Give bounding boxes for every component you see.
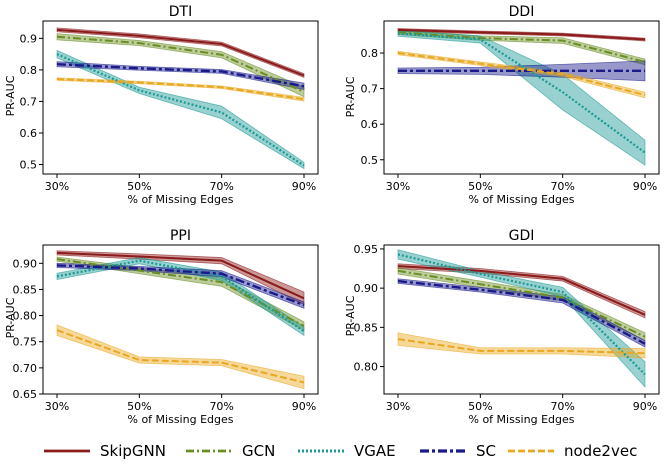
panel-title-gdi: GDI bbox=[509, 228, 535, 244]
band-sc-gdi bbox=[397, 278, 646, 348]
plot-frame-ddi bbox=[383, 20, 660, 175]
y-tick-label-ppi: 0.80 bbox=[13, 310, 38, 323]
series-line-skipgnn-dti bbox=[56, 28, 305, 77]
y-tick-label-gdi: 0.80 bbox=[354, 361, 379, 374]
y-axis-label-dti: PR-AUC bbox=[4, 75, 17, 116]
x-tick-label-ppi: 50% bbox=[127, 400, 151, 413]
band-vgae-ppi bbox=[56, 257, 305, 337]
panel-title-dti: DTI bbox=[169, 4, 192, 20]
x-tick-label-ddi: 70% bbox=[550, 180, 574, 193]
y-axis-label-ddi: PR-AUC bbox=[344, 76, 357, 117]
y-axis-label-gdi: PR-AUC bbox=[344, 295, 357, 336]
y-tick-label-ddi: 0.8 bbox=[361, 47, 379, 60]
series-line-vgae-ddi bbox=[397, 32, 646, 154]
panel-title-ddi: DDI bbox=[509, 4, 535, 20]
x-tick-label-gdi: 50% bbox=[468, 400, 492, 413]
y-tick-label-ppi: 0.75 bbox=[13, 336, 38, 349]
chart-panel-ppi: 0.65 0.70 0.75 0.80 0.85 0.90 30% 50% 70% 90% bbox=[13, 244, 319, 413]
band-vgae-ddi bbox=[397, 30, 646, 166]
x-tick-label-ddi: 90% bbox=[633, 180, 657, 193]
band-sc-dti bbox=[56, 61, 305, 90]
panel-title-ppi: PPI bbox=[170, 228, 191, 244]
y-tick-label-dti: 0.7 bbox=[20, 95, 38, 108]
chart-panel-ddi: 0.5 0.6 0.7 0.8 30% 50% 70% 90% bbox=[361, 20, 660, 193]
series-line-node2vec-ddi bbox=[397, 52, 646, 96]
x-tick-label-ddi: 50% bbox=[468, 180, 492, 193]
x-axis-label-dti: % of Missing Edges bbox=[128, 193, 234, 206]
series-line-node2vec-gdi bbox=[397, 338, 646, 355]
y-tick-label-dti: 0.6 bbox=[20, 127, 38, 140]
y-tick-label-ppi: 0.85 bbox=[13, 283, 38, 296]
y-axis-label-ppi: PR-AUC bbox=[4, 297, 17, 338]
y-tick-label-ddi: 0.6 bbox=[361, 118, 379, 131]
x-tick-label-ddi: 30% bbox=[386, 180, 410, 193]
y-tick-label-gdi: 0.90 bbox=[354, 282, 379, 295]
plot-frame-ppi bbox=[42, 244, 319, 395]
series-line-node2vec-dti bbox=[56, 78, 305, 101]
y-tick-label-gdi: 0.85 bbox=[354, 321, 379, 334]
series-line-sc-ppi bbox=[56, 264, 305, 307]
legend-label-skipgnn: SkipGNN bbox=[100, 442, 166, 460]
series-line-vgae-ppi bbox=[56, 259, 305, 333]
y-tick-label-ddi: 0.7 bbox=[361, 83, 379, 96]
y-tick-label-ppi: 0.70 bbox=[13, 362, 38, 375]
chart-panel-gdi: 0.80 0.85 0.90 0.95 30% 50% 70% 90% bbox=[354, 243, 660, 413]
series-line-sc-dti bbox=[56, 63, 305, 88]
band-vgae-dti bbox=[56, 49, 305, 170]
x-tick-label-ppi: 90% bbox=[292, 400, 316, 413]
series-line-gcn-gdi bbox=[397, 269, 646, 338]
band-node2vec-ppi bbox=[56, 324, 305, 390]
series-line-vgae-dti bbox=[56, 53, 305, 167]
x-tick-label-dti: 70% bbox=[209, 180, 233, 193]
legend-label-vgae: VGAE bbox=[354, 442, 396, 460]
chart-panel-dti: 0.5 0.6 0.7 0.8 0.9 30% 50% 70% 90% bbox=[20, 20, 319, 193]
legend-label-node2vec: node2vec bbox=[564, 442, 637, 460]
x-axis-label-gdi: % of Missing Edges bbox=[469, 413, 575, 426]
legend-label-sc: SC bbox=[476, 442, 496, 460]
series-line-skipgnn-ppi bbox=[56, 251, 305, 300]
x-axis-label-ppi: % of Missing Edges bbox=[128, 413, 234, 426]
legend-label-gcn: GCN bbox=[242, 442, 275, 460]
band-skipgnn-dti bbox=[56, 27, 305, 79]
x-tick-label-ppi: 30% bbox=[45, 400, 69, 413]
x-tick-label-dti: 30% bbox=[45, 180, 69, 193]
series-line-gcn-ddi bbox=[397, 31, 646, 63]
y-tick-label-gdi: 0.95 bbox=[354, 243, 379, 256]
series-line-gcn-dti bbox=[56, 35, 305, 93]
y-tick-label-dti: 0.5 bbox=[20, 159, 38, 172]
x-tick-label-gdi: 70% bbox=[550, 400, 574, 413]
y-tick-label-dti: 0.8 bbox=[20, 64, 38, 77]
legend: SkipGNN GCN VGAE SC node2vec bbox=[44, 442, 637, 460]
x-tick-label-gdi: 30% bbox=[386, 400, 410, 413]
plot-frame-dti bbox=[42, 20, 319, 175]
y-tick-label-ppi: 0.65 bbox=[13, 388, 38, 401]
plot-frame-gdi bbox=[383, 244, 660, 395]
x-tick-label-dti: 90% bbox=[292, 180, 316, 193]
series-line-node2vec-ppi bbox=[56, 329, 305, 384]
x-tick-label-gdi: 90% bbox=[633, 400, 657, 413]
y-tick-label-dti: 0.9 bbox=[20, 32, 38, 45]
x-tick-label-dti: 50% bbox=[127, 180, 151, 193]
y-tick-label-ddi: 0.5 bbox=[361, 154, 379, 167]
series-line-sc-gdi bbox=[397, 279, 646, 345]
x-tick-label-ppi: 70% bbox=[209, 400, 233, 413]
x-axis-label-ddi: % of Missing Edges bbox=[469, 193, 575, 206]
series-line-skipgnn-ddi bbox=[397, 28, 646, 41]
band-gcn-dti bbox=[56, 33, 305, 98]
series-line-skipgnn-gdi bbox=[397, 265, 646, 316]
y-tick-label-ppi: 0.90 bbox=[13, 257, 38, 270]
